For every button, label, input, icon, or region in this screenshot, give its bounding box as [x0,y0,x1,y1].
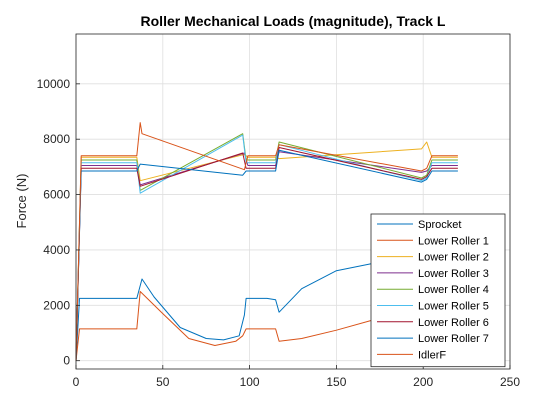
series-line-7 [75,147,458,361]
x-tick-label: 0 [73,375,80,389]
y-tick-label: 0 [63,354,70,368]
x-tick-label: 100 [240,375,260,389]
y-tick-label: 6000 [43,188,70,202]
legend-box [370,213,506,368]
legend-entry: Lower Roller 3 [418,268,489,280]
series-layer [75,122,458,361]
legend-entry: Lower Roller 4 [418,284,489,296]
series-line-3 [75,141,458,361]
legend-entry: Lower Roller 2 [418,252,489,264]
y-tick-label: 4000 [43,243,70,257]
legend-entry: IdlerF [418,349,446,361]
series-line-9 [75,122,458,361]
x-tick-label: 200 [413,375,433,389]
series-line-4 [75,151,458,361]
legend-entry: Lower Roller 7 [418,333,489,345]
x-tick-label: 250 [500,375,520,389]
y-tick-label: 8000 [43,132,70,146]
legend-entry: Lower Roller 5 [418,301,489,313]
legend-entry: Lower Roller 6 [418,317,489,329]
series-line-8 [75,149,458,361]
legend-entry: Sprocket [418,219,461,231]
y-axis-label: Force (N) [14,174,29,229]
axes-box [75,33,511,370]
ticks: 0 50 100 150 200 250 0 2000 4000 6000 8000 10000 [37,77,521,389]
y-tick-label: 2000 [43,298,70,312]
legend: Sprocket Lower Roller 1 Lower Roller 2 Lowe… [370,213,506,368]
grid [75,34,511,369]
x-tick-label: 50 [156,375,170,389]
x-tick-label: 150 [326,375,346,389]
series-line-5 [75,133,458,361]
y-tick-label: 10000 [37,77,71,91]
legend-entry: Lower Roller 1 [418,235,489,247]
chart-title: Roller Mechanical Loads (magnitude), Tra… [141,13,446,29]
